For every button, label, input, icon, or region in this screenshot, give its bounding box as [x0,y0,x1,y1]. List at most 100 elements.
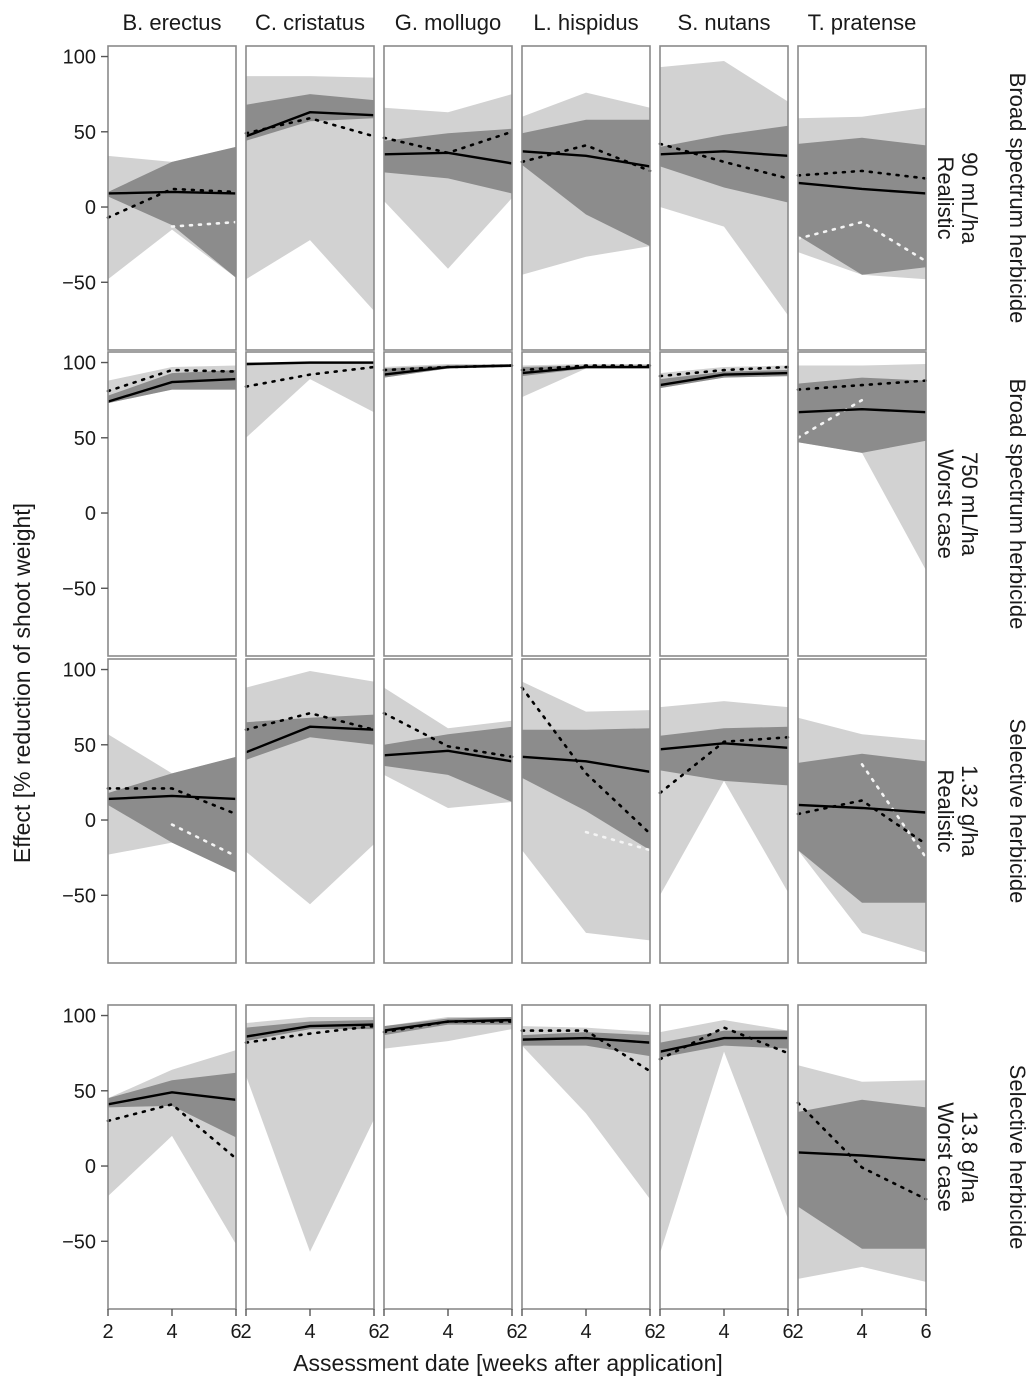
species-label: T. pratense [808,10,917,35]
panel [796,658,928,964]
x-tick-label: 4 [442,1321,453,1343]
outer-uncertainty-band [522,1026,650,1200]
model-mean-line [107,1091,237,1106]
row-rate-label: 750 mL/ha [957,452,982,557]
observed-dotted-line [796,1101,928,1201]
panel [658,658,790,964]
inner-uncertainty-band [798,753,926,903]
model-mean-line [659,742,789,751]
outer-uncertainty-band [660,61,788,316]
panel: 2 4 6 [654,1004,794,1343]
observed-dotted-line [106,1102,238,1160]
panel-frame [245,351,375,657]
observed-dotted-line [796,169,928,180]
row-scenario-label: Realistic [933,156,958,239]
y-tick-label: 0 [85,1156,96,1178]
outer-uncertainty-band [522,364,650,398]
model-mean-line [107,190,237,195]
observed-light-dotted-line [170,823,238,858]
row-herbicide-label: Broad spectrum herbicide [1005,73,1030,324]
x-tick-label: 4 [166,1321,177,1343]
y-tick-label: 100 [63,660,96,682]
inner-uncertainty-band [108,370,236,404]
model-mean-line [521,755,651,774]
model-mean-line [383,1018,513,1032]
x-tick-label: 6 [920,1321,931,1343]
observed-light-dotted-line [796,398,864,440]
panel [520,658,652,964]
inner-uncertainty-band [108,146,236,278]
y-tick-label: 50 [74,1081,96,1103]
panel-frame [521,45,651,351]
panel [244,658,376,964]
observed-dotted-line [106,368,238,393]
inner-uncertainty-band [246,714,374,760]
x-tick-label: 6 [644,1321,655,1343]
model-mean-line [659,1036,788,1053]
model-mean-line [797,407,927,414]
panel [244,351,376,657]
panel-frame [383,45,513,351]
panel: 2 4 6 [516,1004,656,1343]
y-tick-label: −50 [62,1231,96,1253]
x-tick-label: 4 [580,1321,591,1343]
panel: 100 50 0 −50 2 4 6 [62,1004,242,1343]
panel-frame [797,351,927,657]
observed-light-dotted-line [796,220,928,263]
observed-light-dotted-line [170,220,238,228]
x-tick-label: 2 [240,1321,251,1343]
inner-uncertainty-band [798,377,926,453]
panel: 100 50 0 −50 [62,45,238,351]
observed-dotted-line [796,379,928,391]
panel-frame [521,351,651,657]
row-scenario-label: Realistic [933,769,958,852]
y-tick-label: 50 [74,735,96,757]
model-mean-line [659,371,789,387]
panel-frame [797,45,927,351]
model-mean-line [521,1036,651,1044]
inner-uncertainty-band [798,1099,926,1249]
inner-uncertainty-band [108,756,236,873]
row-herbicide-label: Selective herbicide [1005,719,1030,904]
panel [796,351,928,657]
x-tick-label: 6 [230,1321,241,1343]
observed-dotted-line [658,142,790,180]
observed-dotted-line [106,787,238,816]
panel: 100 50 0 −50 [62,351,238,657]
y-tick-label: 100 [63,1006,96,1028]
panel: 2 4 6 [240,1004,380,1343]
model-mean-line [245,361,374,366]
observed-dotted-line [658,735,790,795]
row-rate-label: 1.32 g/ha [957,765,982,858]
panel-frame [383,351,513,657]
species-label: S. nutans [678,10,771,35]
x-tick-label: 2 [654,1321,665,1343]
inner-uncertainty-band [522,119,650,247]
observed-dotted-line [658,365,790,378]
panel-frame [245,45,375,351]
panel-frame [521,658,651,964]
panel-frame [107,45,237,351]
x-tick-label: 4 [304,1321,315,1343]
species-label: G. mollugo [395,10,501,35]
species-label: L. hispidus [533,10,638,35]
inner-uncertainty-band [384,365,512,378]
panel: 2 4 6 [378,1004,518,1343]
species-label: C. cristatus [255,10,365,35]
model-mean-line [383,749,513,763]
row-rate-label: 90 mL/ha [957,152,982,244]
observed-dotted-line [382,711,514,759]
x-tick-label: 2 [792,1321,803,1343]
panel-frame [659,45,789,351]
model-mean-line [521,150,651,168]
observed-dotted-line [658,1026,790,1061]
x-tick-label: 6 [782,1321,793,1343]
panels-root: B. erectus C. cristatus G. mollugo L. hispi… [62,10,1030,1343]
panel [520,351,652,657]
inner-uncertainty-band [660,726,788,786]
panel-frame [797,658,927,964]
observed-dotted-line [520,364,652,372]
y-tick-label: 50 [74,122,96,144]
model-mean-line [521,365,650,375]
